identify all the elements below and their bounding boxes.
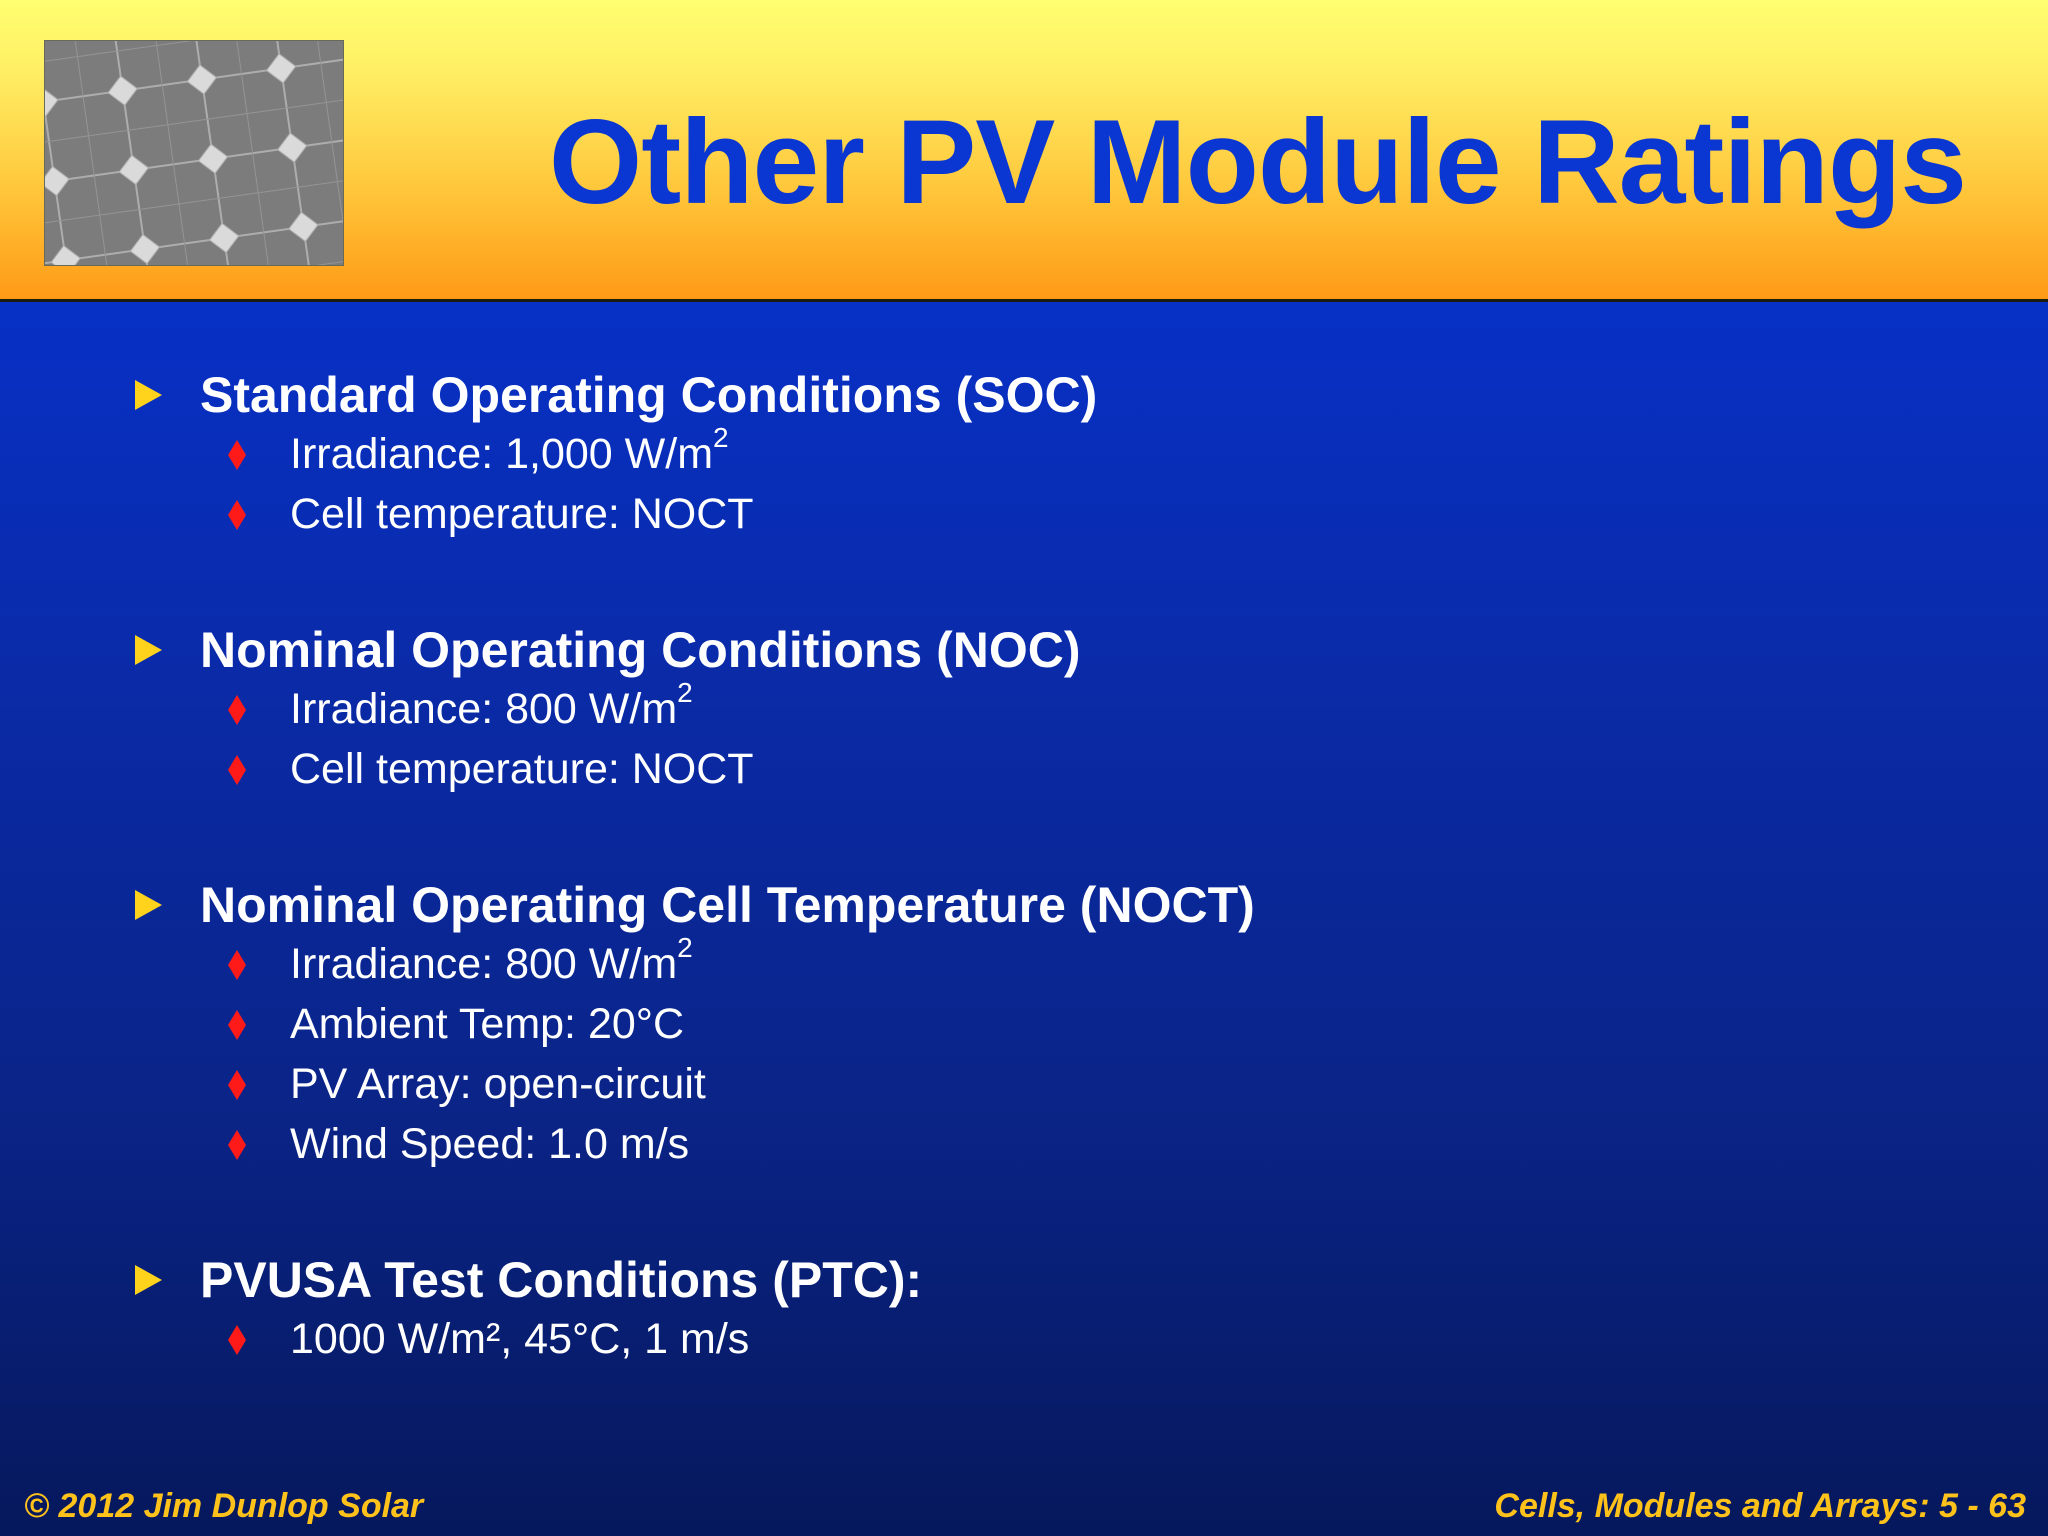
section-item-text: Irradiance: 800 W/m	[290, 940, 678, 988]
bullet-triangle-icon	[135, 635, 162, 665]
section-item-text: PV Array: open-circuit	[290, 1060, 706, 1108]
section-item: Cell temperature: NOCT	[290, 489, 754, 539]
footer-page-info: Cells, Modules and Arrays: 5 - 63	[1494, 1487, 2026, 1525]
section-item-text: Cell temperature: NOCT	[290, 745, 754, 793]
section-item: Irradiance: 800 W/m2	[290, 933, 693, 989]
section-heading: PVUSA Test Conditions (PTC):	[200, 1252, 923, 1308]
section-item: Wind Speed: 1.0 m/s	[290, 1119, 689, 1169]
section-heading: Nominal Operating Cell Temperature (NOCT…	[200, 877, 1255, 933]
section-heading: Standard Operating Conditions (SOC)	[200, 367, 1098, 423]
section-item: Irradiance: 1,000 W/m2	[290, 423, 729, 479]
bullet-diamond-icon	[228, 1010, 246, 1040]
bullet-diamond-icon	[228, 755, 246, 785]
section-item: Irradiance: 800 W/m2	[290, 678, 693, 734]
bullet-diamond-icon	[228, 500, 246, 530]
bullet-triangle-icon	[135, 1265, 162, 1295]
section-item-superscript: 2	[677, 677, 693, 708]
bullet-diamond-icon	[228, 1325, 246, 1355]
bullet-diamond-icon	[228, 950, 246, 980]
section-heading: Nominal Operating Conditions (NOC)	[200, 622, 1081, 678]
section-item-superscript: 2	[677, 932, 693, 963]
bullet-diamond-icon	[228, 1070, 246, 1100]
bullet-triangle-icon	[135, 380, 162, 410]
solar-cells-photo	[44, 40, 344, 266]
section-item: Cell temperature: NOCT	[290, 744, 754, 794]
bullet-diamond-icon	[228, 1130, 246, 1160]
bullet-diamond-icon	[228, 440, 246, 470]
section-item-text: 1000 W/m², 45°C, 1 m/s	[290, 1315, 750, 1363]
section-item: 1000 W/m², 45°C, 1 m/s	[290, 1314, 749, 1364]
section-item-superscript: 2	[713, 422, 729, 453]
section-item-text: Wind Speed: 1.0 m/s	[290, 1120, 690, 1168]
slide-title: Other PV Module Ratings	[548, 95, 1967, 229]
footer-copyright: © 2012 Jim Dunlop Solar	[24, 1487, 424, 1525]
section-item-text: Irradiance: 800 W/m	[290, 685, 678, 733]
header-band: Other PV Module Ratings	[0, 0, 2048, 302]
section-item-text: Irradiance: 1,000 W/m	[290, 430, 714, 478]
section-item: Ambient Temp: 20°C	[290, 999, 684, 1049]
section-item-text: Cell temperature: NOCT	[290, 490, 754, 538]
bullet-diamond-icon	[228, 695, 246, 725]
section-item: PV Array: open-circuit	[290, 1059, 706, 1109]
section-item-text: Ambient Temp: 20°C	[290, 1000, 685, 1048]
bullet-triangle-icon	[135, 890, 162, 920]
